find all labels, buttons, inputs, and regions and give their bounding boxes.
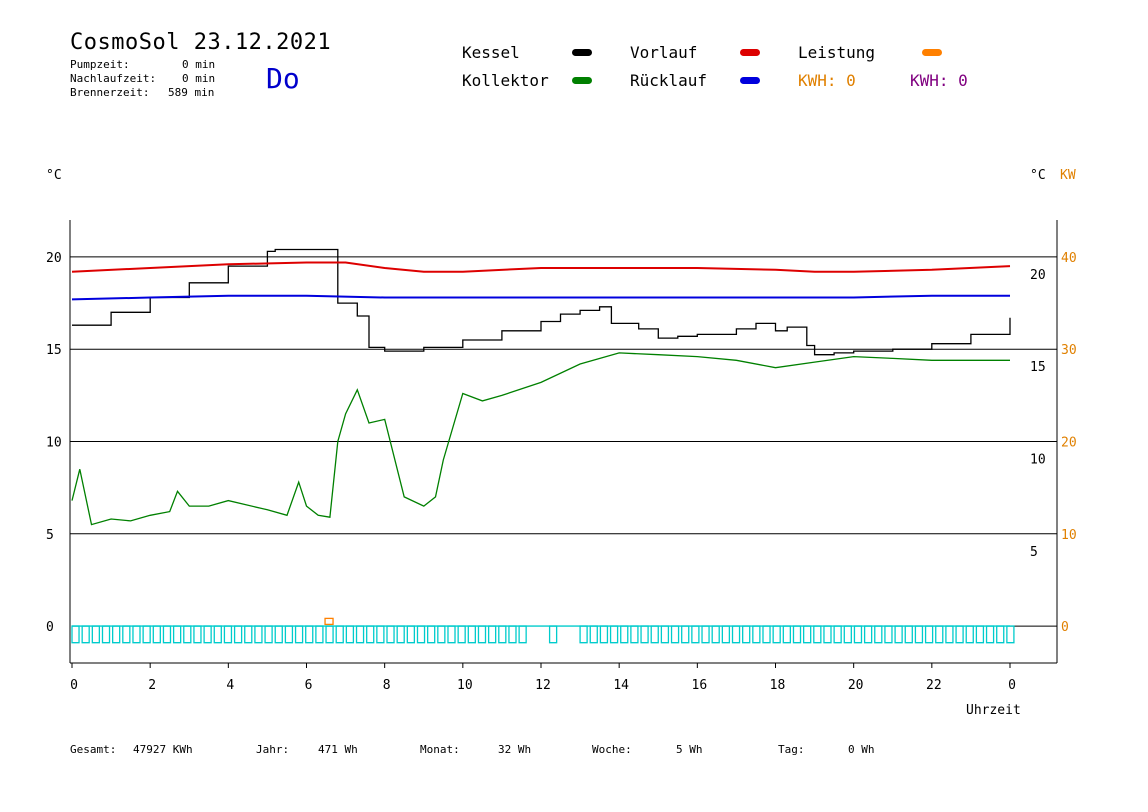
x-tick-label: 0 bbox=[1008, 678, 1016, 693]
y-right-kw-tick-label: 0 bbox=[1061, 620, 1069, 635]
y-right-tick-label: 20 bbox=[1030, 268, 1046, 283]
chart-title: CosmoSol 23.12.2021 bbox=[70, 30, 332, 55]
x-tick-label: 0 bbox=[70, 678, 78, 693]
footer-monat-label: Monat: bbox=[420, 743, 460, 756]
x-tick-label: 14 bbox=[613, 678, 629, 693]
x-tick-label: 10 bbox=[457, 678, 473, 693]
footer-tag-value: 0 Wh bbox=[848, 743, 875, 756]
x-tick-label: 12 bbox=[535, 678, 551, 693]
y-right-kw-tick-label: 30 bbox=[1061, 343, 1077, 358]
stat-brennerzeit-value: 589 min bbox=[168, 86, 215, 99]
legend-kollektor-swatch bbox=[572, 77, 592, 84]
legend-ruecklauf-swatch bbox=[740, 77, 760, 84]
footer-gesamt-value: 47927 KWh bbox=[133, 743, 193, 756]
x-tick-label: 16 bbox=[692, 678, 708, 693]
y-right-tick-label: 15 bbox=[1030, 360, 1046, 375]
y-right-kw-tick-label: 20 bbox=[1061, 436, 1077, 451]
pump-signal-bars bbox=[71, 625, 1015, 644]
legend-ruecklauf-label: Rücklauf bbox=[630, 71, 708, 90]
right-axis-unit: °C bbox=[1030, 168, 1046, 183]
footer-jahr-label: Jahr: bbox=[256, 743, 290, 756]
series-leistung bbox=[324, 617, 334, 626]
x-axis-label: Uhrzeit bbox=[966, 703, 1021, 718]
x-tick-label: 4 bbox=[226, 678, 234, 693]
legend-leistung-swatch bbox=[922, 49, 942, 56]
y-left-tick-label: 20 bbox=[46, 251, 62, 266]
y-right-kw-tick-label: 40 bbox=[1061, 251, 1077, 266]
left-axis-unit: °C bbox=[46, 168, 62, 183]
footer-gesamt-label: Gesamt: bbox=[70, 743, 117, 756]
x-tick-label: 20 bbox=[848, 678, 864, 693]
stat-nachlaufzeit-value: 0 min bbox=[182, 72, 216, 85]
x-tick-label: 22 bbox=[926, 678, 942, 693]
series-vorlauf bbox=[71, 261, 1011, 273]
y-left-tick-label: 10 bbox=[46, 436, 62, 451]
footer-jahr-value: 471 Wh bbox=[318, 743, 358, 756]
x-tick-label: 18 bbox=[770, 678, 786, 693]
y-left-tick-label: 0 bbox=[46, 620, 54, 635]
x-tick-label: 8 bbox=[383, 678, 391, 693]
footer-woche-label: Woche: bbox=[592, 743, 632, 756]
x-tick-label: 2 bbox=[148, 678, 156, 693]
footer-tag-label: Tag: bbox=[778, 743, 805, 756]
legend-vorlauf-label: Vorlauf bbox=[630, 43, 698, 62]
weekday-label: Do bbox=[266, 62, 300, 95]
stat-pumpzeit-label: Pumpzeit: bbox=[70, 58, 130, 71]
legend-kessel-label: Kessel bbox=[462, 43, 520, 62]
series-kollektor bbox=[71, 352, 1010, 526]
footer-monat-value: 32 Wh bbox=[498, 743, 532, 756]
series-kessel bbox=[72, 248, 1011, 356]
legend-leistung-label: Leistung bbox=[798, 43, 876, 62]
legend-vorlauf-swatch bbox=[740, 49, 760, 56]
series-ruecklauf bbox=[71, 294, 1010, 301]
stat-brennerzeit-label: Brennerzeit: bbox=[70, 86, 150, 99]
legend-kwh-total: KWH: 0 bbox=[910, 71, 968, 90]
legend-kwh-leistung: KWH: 0 bbox=[798, 71, 856, 90]
y-right-tick-label: 5 bbox=[1030, 545, 1038, 560]
right-axis-unit-kw: KW bbox=[1060, 168, 1076, 183]
stat-nachlaufzeit-label: Nachlaufzeit: bbox=[70, 72, 157, 85]
y-right-tick-label: 10 bbox=[1030, 453, 1046, 468]
x-tick-label: 6 bbox=[305, 678, 313, 693]
legend-kessel-swatch bbox=[572, 49, 592, 56]
y-right-kw-tick-label: 10 bbox=[1061, 528, 1077, 543]
footer-woche-value: 5 Wh bbox=[676, 743, 703, 756]
stat-pumpzeit-value: 0 min bbox=[182, 58, 216, 71]
legend-kollektor-label: Kollektor bbox=[462, 71, 549, 90]
y-left-tick-label: 5 bbox=[46, 528, 54, 543]
y-left-tick-label: 15 bbox=[46, 343, 62, 358]
